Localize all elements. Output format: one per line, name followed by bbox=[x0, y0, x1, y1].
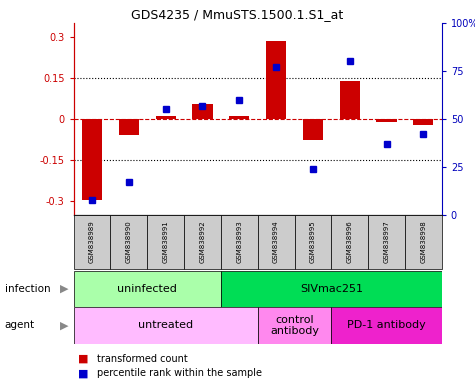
Text: GSM838994: GSM838994 bbox=[273, 220, 279, 263]
Bar bbox=[155, 116, 176, 119]
Text: GSM838998: GSM838998 bbox=[420, 220, 427, 263]
Bar bbox=[192, 104, 213, 119]
Text: percentile rank within the sample: percentile rank within the sample bbox=[97, 368, 262, 378]
Bar bbox=[74, 215, 110, 269]
Bar bbox=[257, 307, 332, 344]
Bar bbox=[110, 215, 147, 269]
Text: GSM838995: GSM838995 bbox=[310, 220, 316, 263]
Bar bbox=[74, 307, 257, 344]
Text: uninfected: uninfected bbox=[117, 284, 177, 294]
Text: GSM838991: GSM838991 bbox=[162, 220, 169, 263]
Bar bbox=[221, 271, 442, 307]
Text: ■: ■ bbox=[78, 368, 89, 378]
Text: GSM838989: GSM838989 bbox=[89, 220, 95, 263]
Bar bbox=[405, 215, 442, 269]
Text: agent: agent bbox=[5, 320, 35, 331]
Bar bbox=[229, 116, 249, 119]
Bar bbox=[331, 215, 368, 269]
Bar bbox=[74, 271, 221, 307]
Text: SIVmac251: SIVmac251 bbox=[300, 284, 363, 294]
Text: untreated: untreated bbox=[138, 320, 193, 331]
Bar bbox=[266, 41, 286, 119]
Text: ▶: ▶ bbox=[60, 320, 68, 331]
Bar bbox=[119, 119, 139, 136]
Bar bbox=[413, 119, 434, 124]
Bar bbox=[303, 119, 323, 140]
Bar bbox=[294, 215, 332, 269]
Bar bbox=[340, 81, 360, 119]
Bar bbox=[257, 215, 294, 269]
Text: GSM838996: GSM838996 bbox=[347, 220, 353, 263]
Bar bbox=[376, 119, 397, 122]
Text: GDS4235 / MmuSTS.1500.1.S1_at: GDS4235 / MmuSTS.1500.1.S1_at bbox=[132, 8, 343, 21]
Text: control
antibody: control antibody bbox=[270, 314, 319, 336]
Bar bbox=[184, 215, 221, 269]
Bar bbox=[221, 215, 257, 269]
Bar bbox=[368, 215, 405, 269]
Bar bbox=[82, 119, 102, 200]
Text: ▶: ▶ bbox=[60, 284, 68, 294]
Text: GSM838990: GSM838990 bbox=[126, 220, 132, 263]
Text: transformed count: transformed count bbox=[97, 354, 188, 364]
Text: PD-1 antibody: PD-1 antibody bbox=[347, 320, 426, 331]
Bar bbox=[147, 215, 184, 269]
Text: GSM838997: GSM838997 bbox=[383, 220, 390, 263]
Text: infection: infection bbox=[5, 284, 50, 294]
Text: GSM838993: GSM838993 bbox=[236, 220, 242, 263]
Text: GSM838992: GSM838992 bbox=[200, 220, 206, 263]
Bar bbox=[331, 307, 442, 344]
Text: ■: ■ bbox=[78, 354, 89, 364]
